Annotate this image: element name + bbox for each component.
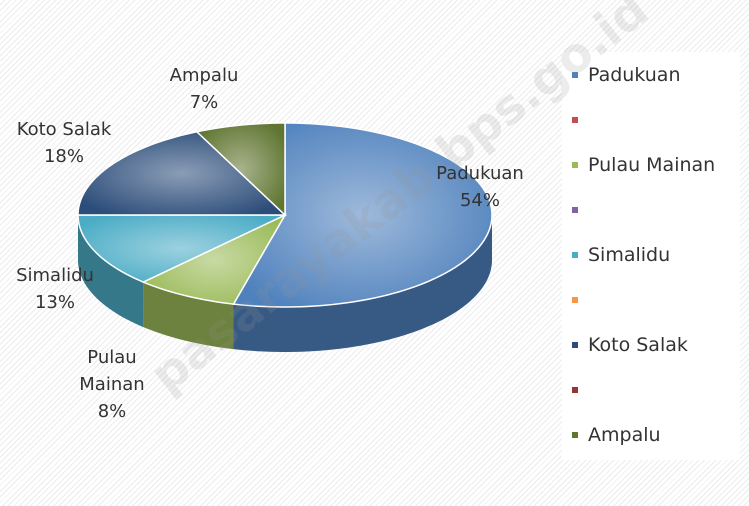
data-label-name: Simalidu [16, 265, 94, 286]
data-label: Koto Salak 18% [0, 116, 134, 170]
data-label-value: 7% [189, 92, 219, 113]
legend-label: Koto Salak [588, 334, 688, 356]
legend-item [572, 200, 588, 220]
legend-swatch [572, 342, 578, 348]
data-label-name: Padukuan [436, 163, 524, 184]
slice-gloss [78, 131, 285, 215]
slice-side [78, 215, 144, 328]
legend-swatch [572, 297, 578, 303]
data-label: Pulau Mainan 8% [67, 344, 157, 425]
legend-label: Simalidu [588, 244, 671, 266]
data-label: Padukuan 54% [420, 160, 540, 214]
legend-item: Koto Salak [572, 334, 688, 356]
slice-side [233, 215, 493, 352]
data-label-name: Pulau Mainan [79, 347, 145, 395]
data-label: Simalidu 13% [0, 262, 110, 316]
data-label: Ampalu 7% [149, 62, 259, 116]
data-label-value: 54% [459, 190, 500, 211]
data-label-value: 13% [34, 292, 75, 313]
data-label-value: 8% [97, 401, 127, 422]
slice-side [143, 282, 234, 350]
legend-swatch [572, 162, 578, 168]
data-label-name: Koto Salak [16, 119, 112, 140]
legend-swatch [572, 432, 578, 438]
legend-item [572, 110, 588, 130]
legend-swatch [572, 252, 578, 258]
slice-gloss [143, 215, 285, 305]
slice-side-shade [233, 215, 493, 352]
legend-item: Simalidu [572, 244, 671, 266]
slice-gloss [233, 123, 492, 307]
legend-item [572, 380, 588, 400]
legend-label: Pulau Mainan [588, 154, 716, 176]
legend: Padukuan Pulau Mainan Simalidu Koto Salak Am… [562, 52, 740, 460]
data-label-value: 18% [43, 146, 84, 167]
legend-label: Padukuan [588, 64, 681, 86]
slice-side-shade [143, 282, 234, 350]
data-label-name: Ampalu [169, 65, 239, 86]
legend-item: Padukuan [572, 64, 681, 86]
slice-side-shade [78, 215, 144, 328]
legend-item: Ampalu [572, 424, 661, 446]
legend-swatch [572, 72, 578, 78]
legend-item: Pulau Mainan [572, 154, 716, 176]
legend-swatch [572, 387, 578, 393]
legend-swatch [572, 117, 578, 123]
pie [77, 122, 493, 352]
legend-label: Ampalu [588, 424, 661, 446]
slice-gloss [78, 215, 285, 283]
slice-gloss [196, 123, 285, 215]
legend-swatch [572, 207, 578, 213]
legend-item [572, 290, 588, 310]
